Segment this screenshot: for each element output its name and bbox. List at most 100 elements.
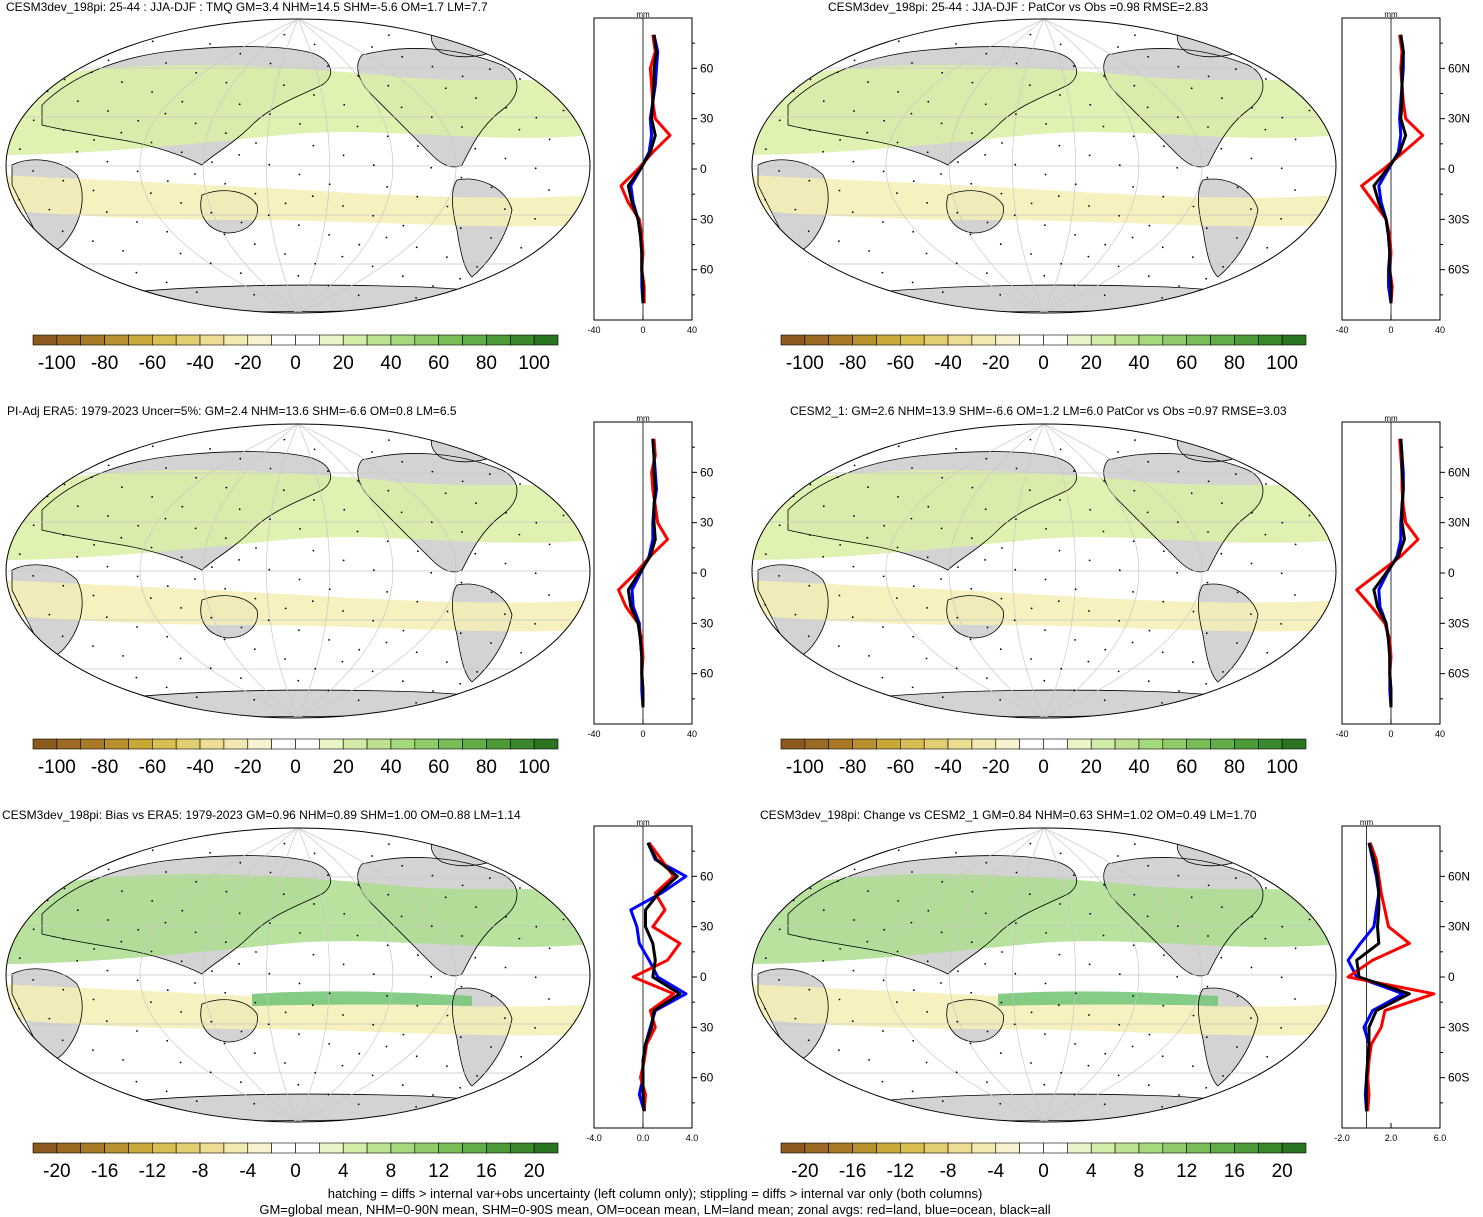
stipple-dot (911, 686, 914, 689)
colorbar-swatch (1162, 1142, 1187, 1154)
y-tick-label: 60S (1448, 1071, 1469, 1085)
stipple-dot (76, 909, 79, 912)
stipple-dot (137, 524, 140, 527)
stipple-dot (984, 154, 986, 156)
stipple-dot (1206, 176, 1209, 179)
stipple-dot (881, 1080, 884, 1083)
stipple-dot (238, 154, 241, 156)
stipple-dot (1059, 448, 1062, 451)
stipple-dot (1295, 846, 1298, 849)
stipple-dot (941, 71, 944, 74)
colorbar-swatch (947, 334, 973, 346)
zonal-all-line (1372, 34, 1408, 304)
stipple-dot (912, 585, 915, 588)
stipple-dot (1146, 511, 1149, 514)
stipple-dot (970, 182, 973, 185)
colorbar: -100 -80 -60 -40 -20 0 20 40 60 80 100 (780, 738, 1307, 778)
colorbar-swatch (876, 738, 901, 750)
stipple-dot (1001, 547, 1003, 549)
y-tick-label: 30N (700, 516, 714, 530)
stipple-dot (839, 139, 841, 141)
colorbar-swatch (414, 334, 439, 346)
unit-label: mm (1384, 414, 1398, 423)
colorbar-tick-label: -100 (38, 353, 76, 374)
colorbar-swatch (56, 334, 82, 346)
stipple-dot (1030, 1062, 1032, 1064)
stipple-dot (33, 473, 36, 476)
stipple-dot (548, 947, 551, 950)
stipple-dot (180, 607, 183, 609)
stipple-dot (780, 288, 782, 290)
stipple-dot (1265, 702, 1268, 705)
stipple-dot (33, 68, 36, 71)
stipple-dot (1089, 103, 1092, 106)
stipple-dot (519, 887, 521, 889)
colorbar-swatch (947, 738, 973, 750)
stipple-dot (1279, 268, 1282, 271)
colorbar-swatch (271, 738, 296, 750)
map-border (5, 423, 591, 719)
colorbar-tick-label: -100 (38, 757, 76, 778)
stipple-dot (1309, 59, 1311, 61)
stipple-dot (518, 128, 521, 131)
stipple-dot (343, 103, 346, 106)
stipple-dot (327, 284, 330, 287)
zonal-average-plot: mm -40 0 40 60N 30N 0 30S 60S (1335, 10, 1470, 335)
stipple-dot (1162, 600, 1165, 603)
colorbar-swatch (804, 1142, 830, 1154)
stipple-dot (105, 211, 108, 214)
colorbar-swatch (1067, 738, 1092, 750)
longitude-gridline (266, 828, 299, 1122)
colorbar-tick-label: -12 (887, 1161, 914, 1182)
stipple-dot (314, 667, 317, 670)
stipple-dot (882, 626, 884, 628)
stipple-dot (1073, 65, 1075, 67)
longitude-gridline (1043, 424, 1140, 718)
colorbar-swatch (1234, 738, 1259, 750)
zonal-all-line (1372, 438, 1406, 708)
colorbar-swatch (1043, 738, 1068, 750)
stipple-dot (430, 166, 433, 169)
zonal-average-plot: mm -2.0 2.0 6.0 60N 30N 0 30S 60S (1334, 818, 1470, 1143)
colorbar-tick-label: 80 (476, 353, 497, 374)
stipple-dot (1029, 842, 1032, 845)
colorbar-swatch (1138, 1142, 1164, 1154)
y-tick-label: 30S (700, 212, 714, 226)
stipple-dot (520, 246, 523, 249)
stipple-dot (401, 1084, 404, 1087)
colorbar-swatch (199, 738, 225, 750)
stipple-dot (1118, 569, 1121, 572)
coastline (946, 190, 1004, 234)
coastline (41, 855, 332, 975)
colorbar-swatch (56, 1142, 82, 1154)
stipple-dot (971, 81, 974, 84)
stipple-dot (504, 208, 506, 211)
stipple-dot (986, 1030, 989, 1033)
stipple-dot (1133, 489, 1136, 492)
panel-title: CESM3dev_198pi: Bias vs ERA5: 1979-2023 … (2, 808, 521, 822)
stipple-dot (1058, 144, 1061, 147)
stipple-dot (327, 874, 329, 876)
stipple-dot (358, 648, 361, 651)
stipple-dot (92, 1049, 94, 1051)
stipple-dot (563, 59, 565, 61)
stipple-dot (62, 179, 65, 182)
stipple-dot (533, 268, 536, 271)
stipple-dot (311, 1004, 314, 1007)
stipple-dot (209, 43, 212, 45)
stipple-dot (1161, 246, 1164, 249)
stipple-dot (957, 566, 959, 568)
stipple-dot (76, 505, 79, 508)
stipple-dot (763, 654, 766, 657)
stipple-dot (1103, 75, 1105, 77)
colorbar-tick-label: 80 (1224, 353, 1245, 374)
stipple-dot (1057, 195, 1060, 198)
stipple-dot (809, 938, 811, 940)
stipple-dot (432, 285, 434, 287)
colorbar-swatch (1090, 738, 1116, 750)
stipple-dot (986, 677, 988, 679)
stipple-dot (1162, 1004, 1165, 1007)
stipple-dot (92, 189, 95, 192)
stipple-dot (268, 163, 271, 166)
y-tick-label: 30N (700, 920, 714, 934)
